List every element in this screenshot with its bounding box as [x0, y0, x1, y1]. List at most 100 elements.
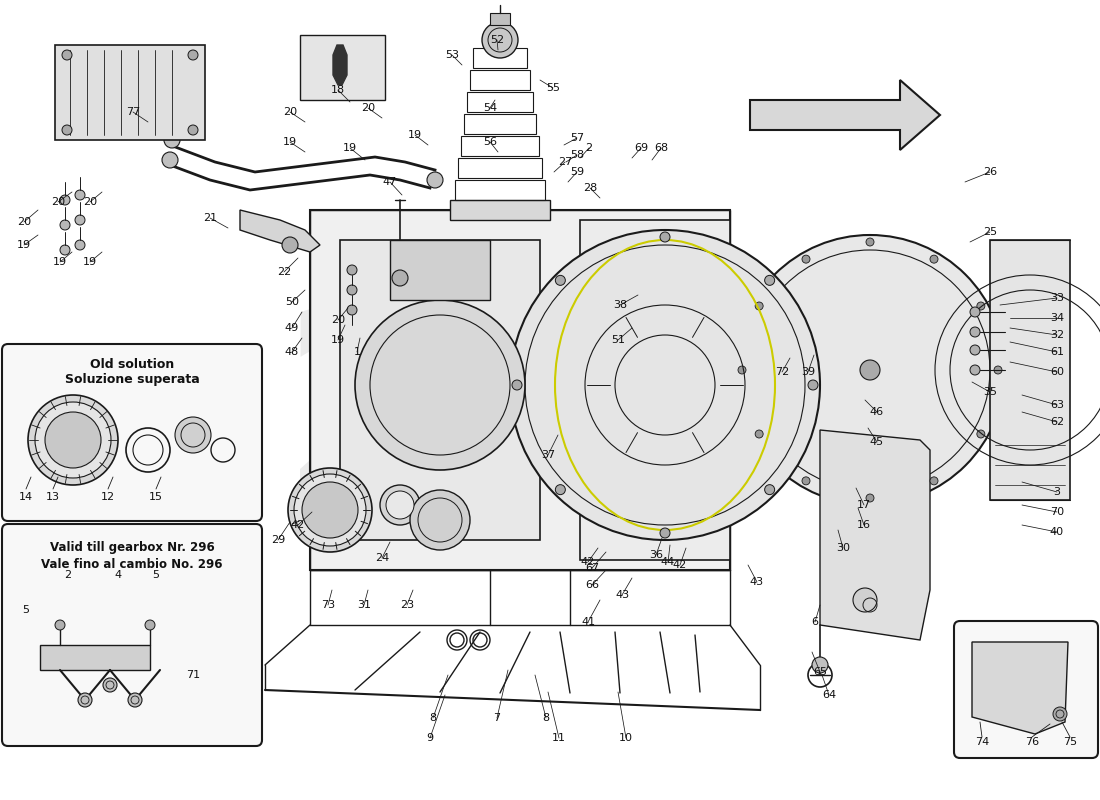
- Text: 35: 35: [983, 387, 997, 397]
- Text: 69: 69: [634, 143, 648, 153]
- Text: 71: 71: [186, 670, 200, 680]
- Circle shape: [35, 402, 111, 478]
- Text: 25: 25: [983, 227, 997, 237]
- Text: 77: 77: [125, 107, 140, 117]
- Bar: [464, 114, 536, 134]
- Text: 34: 34: [1049, 313, 1064, 323]
- Bar: [461, 136, 539, 156]
- Text: 58: 58: [570, 150, 584, 160]
- Polygon shape: [310, 210, 730, 570]
- Text: 2: 2: [585, 143, 593, 153]
- Text: 27: 27: [558, 157, 572, 167]
- Circle shape: [994, 366, 1002, 374]
- FancyBboxPatch shape: [954, 621, 1098, 758]
- Text: 42: 42: [290, 520, 305, 530]
- Polygon shape: [972, 642, 1068, 734]
- Text: 73: 73: [321, 600, 336, 610]
- Text: 15: 15: [148, 492, 163, 502]
- Text: Valid till gearbox Nr. 296: Valid till gearbox Nr. 296: [50, 542, 215, 554]
- Circle shape: [512, 380, 522, 390]
- Text: 9: 9: [427, 733, 433, 743]
- Text: 33: 33: [1050, 293, 1064, 303]
- Circle shape: [55, 620, 65, 630]
- Circle shape: [970, 345, 980, 355]
- Text: 43: 43: [615, 590, 629, 600]
- Text: Soluzione superata: Soluzione superata: [65, 374, 199, 386]
- Text: 22: 22: [277, 267, 292, 277]
- Text: 7: 7: [494, 713, 501, 723]
- Text: 46: 46: [870, 407, 884, 417]
- Polygon shape: [820, 430, 930, 640]
- Circle shape: [62, 50, 72, 60]
- Circle shape: [75, 215, 85, 225]
- Text: 1: 1: [353, 347, 361, 357]
- Text: 20: 20: [51, 197, 65, 207]
- Circle shape: [294, 474, 366, 546]
- Text: 72: 72: [774, 367, 789, 377]
- Text: 42: 42: [673, 560, 688, 570]
- Text: 5: 5: [22, 605, 30, 615]
- Text: 16: 16: [857, 520, 871, 530]
- Bar: [468, 92, 534, 112]
- Circle shape: [556, 485, 565, 494]
- Circle shape: [282, 237, 298, 253]
- Text: 57: 57: [570, 133, 584, 143]
- Text: 36: 36: [649, 550, 663, 560]
- Circle shape: [62, 125, 72, 135]
- Polygon shape: [40, 645, 150, 670]
- Circle shape: [866, 238, 874, 246]
- Circle shape: [164, 132, 180, 148]
- Text: 28: 28: [583, 183, 597, 193]
- Circle shape: [78, 693, 92, 707]
- Text: 17: 17: [857, 500, 871, 510]
- Text: 67: 67: [585, 563, 600, 573]
- Circle shape: [977, 302, 985, 310]
- Polygon shape: [240, 210, 320, 252]
- Text: 8: 8: [429, 713, 437, 723]
- Circle shape: [188, 125, 198, 135]
- Text: 55: 55: [546, 83, 560, 93]
- Text: 20: 20: [16, 217, 31, 227]
- Text: 30: 30: [836, 543, 850, 553]
- Text: 3: 3: [1054, 487, 1060, 497]
- Circle shape: [860, 360, 880, 380]
- Circle shape: [346, 305, 358, 315]
- Text: 47: 47: [383, 177, 397, 187]
- Polygon shape: [750, 80, 940, 150]
- Circle shape: [930, 255, 938, 263]
- Bar: [300, 35, 385, 100]
- Text: 19: 19: [16, 240, 31, 250]
- Text: 76: 76: [1025, 737, 1040, 747]
- Text: 53: 53: [446, 50, 459, 60]
- Bar: [990, 240, 1070, 500]
- Polygon shape: [333, 45, 346, 85]
- Circle shape: [410, 490, 470, 550]
- Circle shape: [60, 245, 70, 255]
- Text: 39: 39: [801, 367, 815, 377]
- Circle shape: [75, 190, 85, 200]
- Text: 5: 5: [153, 570, 159, 580]
- Circle shape: [75, 240, 85, 250]
- Circle shape: [802, 477, 810, 485]
- Text: 65: 65: [813, 667, 827, 677]
- Bar: [340, 240, 540, 540]
- Circle shape: [977, 430, 985, 438]
- Text: 52: 52: [490, 35, 504, 45]
- Text: 54: 54: [483, 103, 497, 113]
- Text: 24: 24: [375, 553, 389, 563]
- Text: 32: 32: [1049, 330, 1064, 340]
- Text: 44: 44: [661, 557, 675, 567]
- Text: 19: 19: [343, 143, 358, 153]
- Text: 74: 74: [975, 737, 989, 747]
- Text: 18: 18: [331, 85, 345, 95]
- Circle shape: [482, 22, 518, 58]
- Circle shape: [128, 693, 142, 707]
- Circle shape: [145, 620, 155, 630]
- Text: 4: 4: [114, 570, 122, 580]
- Text: Old solution: Old solution: [90, 358, 174, 370]
- Text: 20: 20: [331, 315, 345, 325]
- Circle shape: [660, 528, 670, 538]
- Circle shape: [755, 430, 763, 438]
- Circle shape: [288, 468, 372, 552]
- Text: 41: 41: [581, 617, 595, 627]
